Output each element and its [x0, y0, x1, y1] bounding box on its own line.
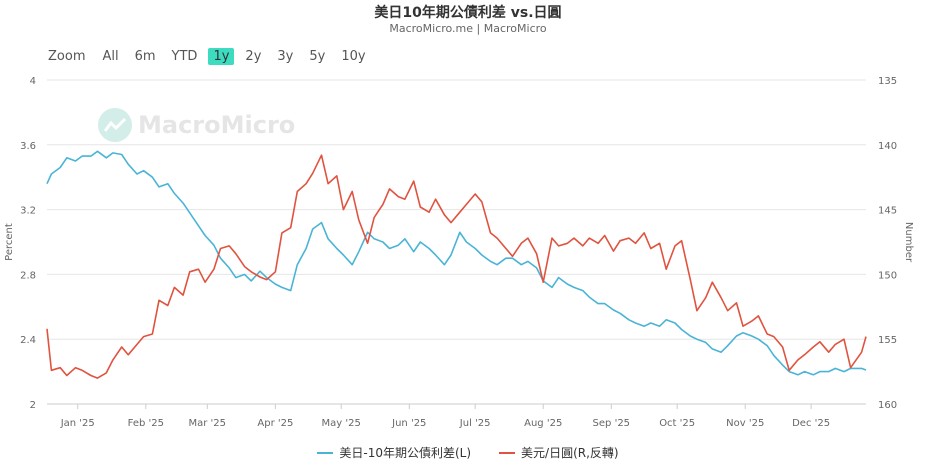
series-group: [46, 150, 867, 379]
y-right-tick-label: 145: [878, 206, 897, 217]
y-right-tick-label: 155: [878, 335, 897, 346]
range-button-2y[interactable]: 2y: [245, 49, 262, 64]
y-right-tick-label: 160: [878, 400, 897, 411]
y-right-tick-label: 135: [878, 76, 897, 87]
x-tick-label: Aug '25: [524, 418, 562, 429]
x-tick-label: May '25: [322, 418, 361, 429]
y-right-tick-label: 150: [878, 270, 897, 281]
x-tick-label: Jul '25: [459, 418, 491, 429]
range-button-5y[interactable]: 5y: [309, 49, 326, 64]
x-tick-label: Mar '25: [189, 418, 227, 429]
range-button-6m[interactable]: 6m: [134, 49, 156, 64]
series-line-fx[interactable]: [46, 154, 867, 379]
y-left-tick-label: 2.8: [20, 270, 36, 281]
legend-label-spread: 美日-10年期公債利差(L): [339, 446, 472, 460]
y-right-ticks: 135 140 145 150 155 160: [878, 76, 897, 411]
x-tick-label: Apr '25: [257, 418, 293, 429]
legend-swatch-spread: [317, 451, 334, 454]
range-button-ytd[interactable]: YTD: [171, 49, 198, 64]
chart-svg: 2 2.4 2.8 3.2 3.6 4 135 140 145 150 155 160 Jan '2…: [4, 76, 914, 429]
zoom-label: Zoom: [48, 49, 86, 64]
range-button-all[interactable]: All: [102, 49, 119, 64]
chart-title: 美日10年期公債利差 vs.日圓: [374, 5, 562, 21]
y-left-tick-label: 2.4: [20, 335, 36, 346]
x-tick-label: Oct '25: [659, 418, 695, 429]
y-left-tick-label: 2: [30, 400, 36, 411]
x-tick-label: Feb '25: [128, 418, 164, 429]
x-tick-label: Sep '25: [593, 418, 631, 429]
series-line-spread[interactable]: [46, 150, 867, 376]
x-tick-label: Dec '25: [792, 418, 830, 429]
range-button-3y[interactable]: 3y: [277, 49, 294, 64]
range-selector: Zoom All 6m YTD 1y 2y 3y 5y 10y: [48, 48, 377, 65]
chart-subtitle: MacroMicro.me | MacroMicro: [389, 22, 547, 35]
x-tick-label: Jun '25: [391, 418, 426, 429]
legend-label-fx: 美元/日圓(R,反轉): [521, 446, 619, 460]
legend-swatch-fx: [499, 451, 516, 454]
y-right-axis-title: Number: [903, 222, 914, 263]
y-right-tick-label: 140: [878, 141, 897, 152]
x-tick-label: Nov '25: [726, 418, 764, 429]
y-left-axis-title: Percent: [4, 223, 15, 261]
legend: 美日-10年期公債利差(L) 美元/日圓(R,反轉): [0, 444, 936, 461]
y-left-tick-label: 3.2: [20, 206, 36, 217]
y-left-tick-label: 4: [30, 76, 36, 87]
x-tick-label: Jan '25: [60, 418, 95, 429]
watermark-logo-icon: [98, 108, 132, 142]
watermark-text: MacroMicro: [138, 111, 296, 139]
legend-item-spread[interactable]: 美日-10年期公債利差(L): [317, 444, 471, 461]
range-button-10y[interactable]: 10y: [341, 49, 366, 64]
watermark: MacroMicro: [98, 108, 295, 142]
y-left-tick-label: 3.6: [20, 141, 36, 152]
y-left-ticks: 2 2.4 2.8 3.2 3.6 4: [20, 76, 36, 411]
range-button-1y[interactable]: 1y: [208, 48, 235, 65]
x-ticks: Jan '25 Feb '25 Mar '25 Apr '25 May '25 Jun '…: [47, 403, 866, 429]
legend-item-fx[interactable]: 美元/日圓(R,反轉): [499, 444, 619, 461]
